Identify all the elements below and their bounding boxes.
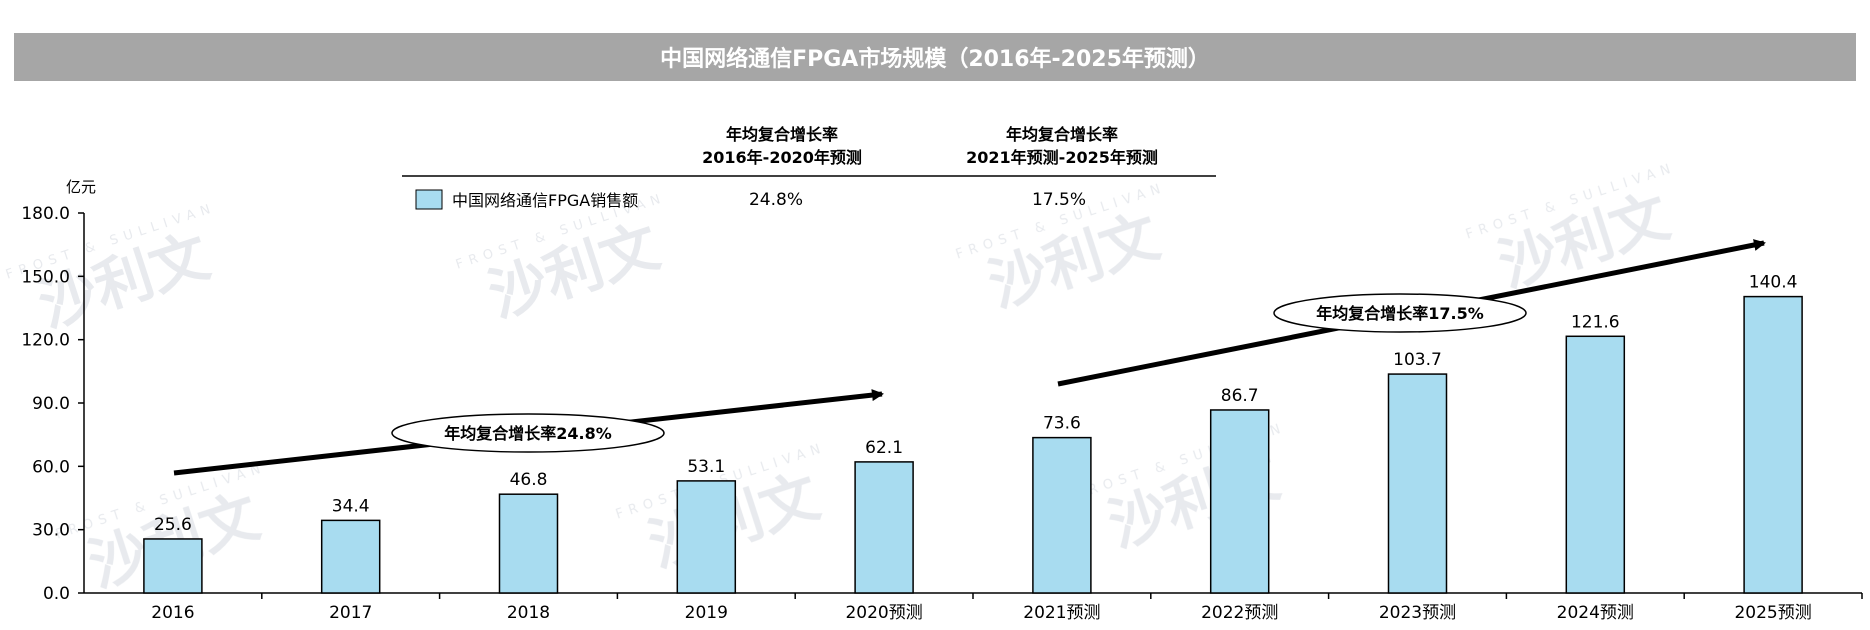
x-tick-label: 2021预测 bbox=[1023, 603, 1100, 623]
bar bbox=[1209, 409, 1270, 594]
x-tick-label: 2022预测 bbox=[1201, 603, 1278, 623]
y-tick-label: 90.0 bbox=[32, 394, 70, 414]
cagr-header-2-line-2: 2021年预测-2025年预测 bbox=[966, 148, 1158, 167]
legend-label: 中国网络通信FPGA销售额 bbox=[452, 191, 638, 210]
bar bbox=[498, 493, 559, 594]
x-tick-label: 2025预测 bbox=[1734, 603, 1811, 623]
x-tick-label: 2017 bbox=[329, 603, 372, 623]
x-tick-label: 2024预测 bbox=[1557, 603, 1634, 623]
y-tick-label: 0.0 bbox=[43, 584, 70, 604]
cagr-annotation-1-ellipse bbox=[391, 413, 665, 453]
bar bbox=[1387, 373, 1448, 594]
bar-value-label: 140.4 bbox=[1749, 273, 1798, 293]
bar-value-label: 34.4 bbox=[332, 496, 370, 516]
bar-value-label: 121.6 bbox=[1571, 312, 1620, 332]
cagr-header-1-line-2: 2016年-2020年预测 bbox=[702, 148, 862, 167]
cagr-value-1: 24.8% bbox=[749, 190, 803, 210]
y-tick-label: 180.0 bbox=[21, 204, 70, 224]
cagr-annotation-2-ellipse bbox=[1273, 293, 1527, 333]
bar bbox=[320, 519, 381, 594]
bar bbox=[854, 461, 914, 594]
bar bbox=[676, 480, 737, 594]
bar-value-label: 86.7 bbox=[1221, 386, 1259, 406]
bar-value-label: 73.6 bbox=[1043, 414, 1081, 434]
bar-value-label: 62.1 bbox=[865, 438, 903, 458]
bar-series: 25.6 34.4 46.8 53.1 62.1 73.6 86.7 103.7 121.6 14… bbox=[143, 273, 1803, 594]
cagr-header-1-line-1: 年均复合增长率 bbox=[726, 125, 838, 144]
y-tick-label: 30.0 bbox=[32, 521, 70, 541]
legend-swatch bbox=[415, 189, 443, 210]
bar-value-label: 53.1 bbox=[687, 457, 725, 477]
bar bbox=[1032, 436, 1092, 594]
x-axis-labels: 2016 2017 2018 2019 2020预测 2021预测 2022预测 2023预测… bbox=[151, 593, 1863, 623]
chart-title: 中国网络通信FPGA市场规模（2016年-2025年预测） bbox=[14, 33, 1856, 81]
x-tick-label: 2023预测 bbox=[1379, 603, 1456, 623]
x-tick-label: 2019 bbox=[685, 603, 728, 623]
y-tick-label: 120.0 bbox=[21, 331, 70, 351]
x-tick-label: 2016 bbox=[151, 603, 194, 623]
bar-value-label: 46.8 bbox=[510, 470, 548, 490]
cagr-header-2-line-1: 年均复合增长率 bbox=[1006, 125, 1118, 144]
y-axis-unit-label: 亿元 bbox=[66, 178, 96, 196]
bar bbox=[143, 538, 203, 594]
x-tick-label: 2018 bbox=[507, 603, 550, 623]
cagr-annotation-2: 年均复合增长率17.5% bbox=[1316, 304, 1484, 323]
y-tick-label: 150.0 bbox=[21, 267, 70, 287]
cagr-table: 年均复合增长率 2016年-2020年预测 年均复合增长率 2021年预测-20… bbox=[402, 125, 1216, 210]
x-tick-label: 2020预测 bbox=[845, 603, 922, 623]
cagr-annotation-1: 年均复合增长率24.8% bbox=[444, 424, 612, 443]
bar bbox=[1743, 295, 1803, 594]
bar-value-label: 25.6 bbox=[154, 515, 192, 535]
bar bbox=[1565, 335, 1626, 594]
bar-value-label: 103.7 bbox=[1393, 350, 1442, 370]
y-axis-ticks: 0.0 30.0 60.0 90.0 120.0 150.0 180.0 bbox=[21, 204, 84, 604]
cagr-value-2: 17.5% bbox=[1032, 190, 1086, 210]
y-tick-label: 60.0 bbox=[32, 457, 70, 477]
